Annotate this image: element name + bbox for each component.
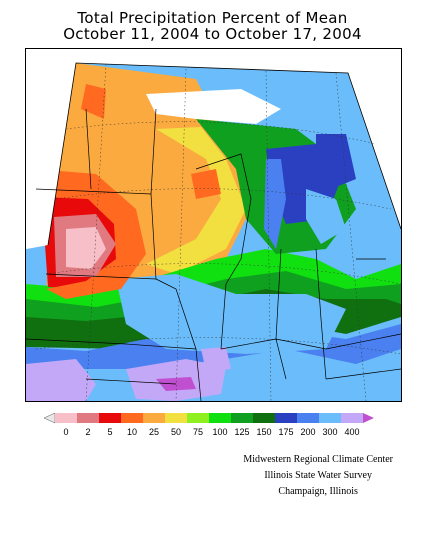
- legend-label-5: 5: [107, 427, 113, 437]
- legend-swatch: [55, 413, 77, 423]
- legend-swatch: [297, 413, 319, 423]
- lake-huron: [316, 134, 356, 189]
- legend-swatch: [209, 413, 231, 423]
- region-lightblue-south: [116, 274, 346, 354]
- legend-swatch: [187, 413, 209, 423]
- region-orange-pocket-1: [191, 169, 221, 199]
- region-yellow-belt: [146, 127, 246, 274]
- state-boundaries: [26, 108, 401, 401]
- credits-block: Midwestern Regional Climate Center Illin…: [243, 452, 393, 500]
- legend-label-0: 0: [63, 427, 69, 437]
- region-lavender-mid: [201, 347, 231, 371]
- legend-swatch: [99, 413, 121, 423]
- legend-label-25: 25: [148, 427, 160, 437]
- legend-arrow-low: [43, 412, 56, 424]
- legend-label-10: 10: [126, 427, 138, 437]
- credit-location: Champaign, Illinois: [278, 486, 358, 497]
- region-pink-west: [66, 227, 106, 269]
- legend-label-75: 75: [192, 427, 204, 437]
- credit-survey: Illinois State Water Survey: [264, 470, 372, 481]
- legend-swatch: [165, 413, 187, 423]
- region-orange-pocket-2: [81, 84, 106, 119]
- legend-swatch: [275, 413, 297, 423]
- legend-swatch: [231, 413, 253, 423]
- legend-swatch: [253, 413, 275, 423]
- legend-label-300: 300: [322, 427, 338, 437]
- region-lightblue-michigan: [306, 189, 346, 244]
- legend-label-50: 50: [170, 427, 182, 437]
- legend-label-2: 2: [85, 427, 91, 437]
- map-title: Total Precipitation Percent of Mean Octo…: [0, 10, 425, 42]
- graticule: [35, 63, 401, 401]
- legend-swatch: [77, 413, 99, 423]
- region-lavender-southwest: [26, 359, 96, 401]
- legend-label-175: 175: [278, 427, 294, 437]
- lake-michigan: [264, 159, 286, 249]
- legend-swatch: [143, 413, 165, 423]
- lake-superior: [146, 89, 281, 124]
- outside-domain: [26, 49, 401, 249]
- color-legend: 0 2 5 10 25 50 75 100 125 150 175 200 30…: [40, 410, 390, 440]
- domain-edge: [47, 62, 401, 246]
- precipitation-map: [25, 48, 402, 402]
- legend-label-200: 200: [300, 427, 316, 437]
- legend-label-125: 125: [234, 427, 250, 437]
- legend-swatch: [341, 413, 363, 423]
- credit-center: Midwestern Regional Climate Center: [243, 454, 393, 465]
- legend-arrow-high: [363, 413, 374, 423]
- title-line-1: Total Precipitation Percent of Mean: [77, 9, 348, 27]
- legend-swatch: [121, 413, 143, 423]
- map-canvas: [26, 49, 401, 401]
- legend-bar: [43, 412, 374, 424]
- legend-label-100: 100: [212, 427, 228, 437]
- legend-label-400: 400: [344, 427, 360, 437]
- legend-label-150: 150: [256, 427, 272, 437]
- title-line-2: October 11, 2004 to October 17, 2004: [63, 25, 362, 43]
- legend-swatch: [319, 413, 341, 423]
